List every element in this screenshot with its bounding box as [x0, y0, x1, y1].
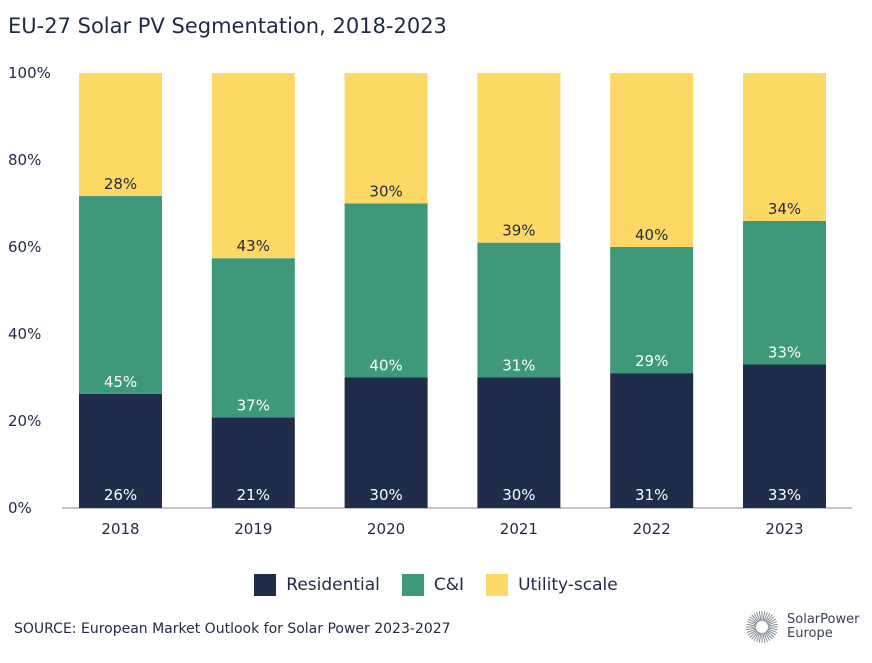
- legend-label: Residential: [286, 575, 380, 595]
- data-label: 31%: [635, 486, 668, 504]
- data-label: 39%: [502, 222, 535, 240]
- y-tick-label: 100%: [8, 64, 51, 82]
- x-tick-label: 2023: [765, 520, 803, 538]
- bar-segment-residential: [743, 364, 826, 508]
- y-tick-label: 60%: [8, 238, 41, 256]
- data-label: 45%: [104, 373, 137, 391]
- data-label: 30%: [502, 486, 535, 504]
- bar-segment-c-i: [79, 196, 162, 394]
- y-tick-label: 0%: [8, 499, 32, 517]
- data-label: 30%: [369, 183, 402, 201]
- data-label: 34%: [768, 200, 801, 218]
- bar-segment-c-i: [610, 247, 694, 374]
- bar-segment-utility-scale: [211, 73, 295, 259]
- x-tick-label: 2018: [101, 520, 139, 538]
- data-label: 33%: [768, 343, 801, 361]
- bar-segment-c-i: [477, 242, 561, 378]
- logo-text: Europe: [787, 626, 833, 641]
- legend-item-ci: C&I: [401, 574, 465, 596]
- x-tick-label: 2021: [500, 520, 538, 538]
- y-tick-label: 40%: [8, 325, 41, 343]
- data-label: 28%: [104, 175, 137, 193]
- data-label: 21%: [237, 486, 270, 504]
- data-label: 40%: [635, 226, 668, 244]
- bar-segment-residential: [211, 417, 295, 508]
- x-tick-label: 2019: [234, 520, 272, 538]
- legend: Residential C&I Utility-scale: [0, 574, 872, 596]
- data-label: 26%: [104, 486, 137, 504]
- logo-text: SolarPower: [787, 612, 860, 627]
- source-note: SOURCE: European Market Outlook for Sola…: [14, 621, 451, 637]
- data-label: 31%: [502, 357, 535, 375]
- chart-title: EU-27 Solar PV Segmentation, 2018-2023: [8, 14, 447, 38]
- data-label: 37%: [237, 397, 270, 415]
- bar-segment-utility-scale: [743, 73, 826, 221]
- bar-segment-residential: [477, 377, 561, 508]
- y-tick-label: 20%: [8, 412, 41, 430]
- x-tick-label: 2020: [367, 520, 405, 538]
- bar-segment-utility-scale: [477, 73, 561, 243]
- bar-segment-residential: [610, 373, 694, 508]
- y-tick-label: 80%: [8, 151, 41, 169]
- legend-label: C&I: [433, 575, 465, 595]
- legend-swatch: [486, 574, 509, 596]
- bar-segment-utility-scale: [344, 73, 428, 204]
- legend-swatch: [401, 574, 424, 596]
- bar-segment-residential: [344, 377, 428, 508]
- legend-label: Utility-scale: [518, 575, 618, 595]
- legend-swatch: [254, 574, 277, 596]
- bar-segment-residential: [79, 393, 162, 508]
- bar-segment-c-i: [743, 220, 826, 365]
- bar-segment-c-i: [211, 258, 295, 418]
- solarpower-europe-logo: SolarPower Europe: [745, 610, 859, 644]
- sun-icon: [746, 611, 778, 643]
- legend-item-residential: Residential: [254, 574, 380, 596]
- bar-segment-utility-scale: [79, 73, 162, 197]
- data-label: 40%: [369, 357, 402, 375]
- bar-segment-utility-scale: [610, 73, 694, 247]
- data-label: 30%: [369, 486, 402, 504]
- x-tick-label: 2022: [633, 520, 671, 538]
- legend-item-utility: Utility-scale: [486, 574, 618, 596]
- data-label: 33%: [768, 486, 801, 504]
- data-label: 29%: [635, 352, 668, 370]
- bar-segment-c-i: [344, 203, 428, 378]
- data-label: 43%: [237, 237, 270, 255]
